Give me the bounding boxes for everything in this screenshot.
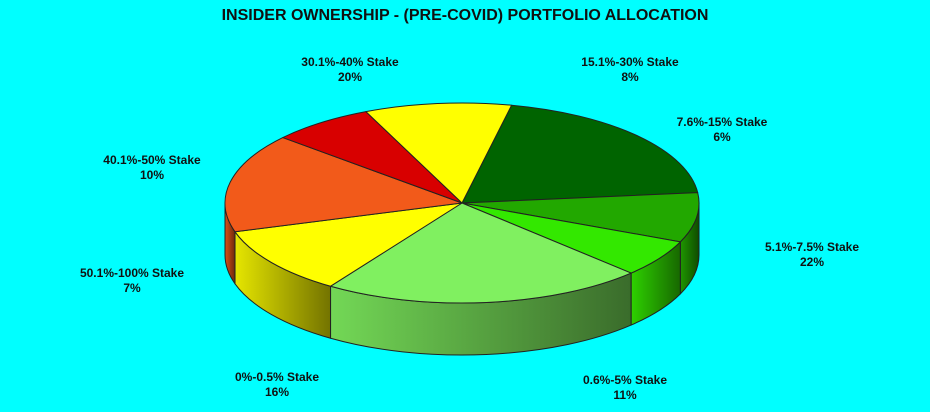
pie-slice <box>224 137 463 233</box>
pie-slice <box>282 111 463 204</box>
slice-label: 0%-0.5% Stake 16% <box>235 370 319 400</box>
slice-label-value: 22% <box>799 255 825 269</box>
pie-slice <box>330 202 632 304</box>
slice-label-value: 7% <box>123 281 141 295</box>
pie-slice <box>234 202 463 287</box>
pie-slice <box>461 104 699 204</box>
slice-label-value: 6% <box>713 130 731 144</box>
slice-label-value: 8% <box>621 70 639 84</box>
slice-label: 30.1%-40% Stake 20% <box>301 55 398 85</box>
slice-label-value: 11% <box>613 388 637 402</box>
slice-label: 7.6%-15% Stake 6% <box>677 115 768 145</box>
slice-label-name: 40.1%-50% Stake <box>103 153 201 167</box>
slice-label: 40.1%-50% Stake 10% <box>103 153 200 183</box>
slice-label: 5.1%-7.5% Stake 22% <box>765 240 859 270</box>
slice-label-name: 30.1%-40% Stake <box>301 55 399 69</box>
slice-label-value: 20% <box>337 70 363 84</box>
slice-label-name: 50.1%-100% Stake <box>79 266 185 280</box>
slice-label-name: 0%-0.5% Stake <box>234 370 320 384</box>
pie-slice <box>461 192 700 243</box>
slice-label: 15.1%-30% Stake 8% <box>581 55 678 85</box>
slice-label-name: 15.1%-30% Stake <box>581 55 679 69</box>
slice-label-value: 16% <box>264 385 290 399</box>
chart-title: INSIDER OWNERSHIP - (PRE-COVID) PORTFOLI… <box>221 7 709 24</box>
slice-label-name: 5.1%-7.5% Stake <box>764 240 860 254</box>
slice-label: 0.6%-5% Stake 11% <box>583 373 667 403</box>
slice-label-value: 10% <box>139 168 165 182</box>
pie-slice <box>365 102 513 204</box>
slice-label-name: 0.6%-5% Stake <box>582 373 668 387</box>
slice-label: 50.1%-100% Stake 7% <box>80 266 184 296</box>
slice-label-name: 7.6%-15% Stake <box>676 115 768 129</box>
